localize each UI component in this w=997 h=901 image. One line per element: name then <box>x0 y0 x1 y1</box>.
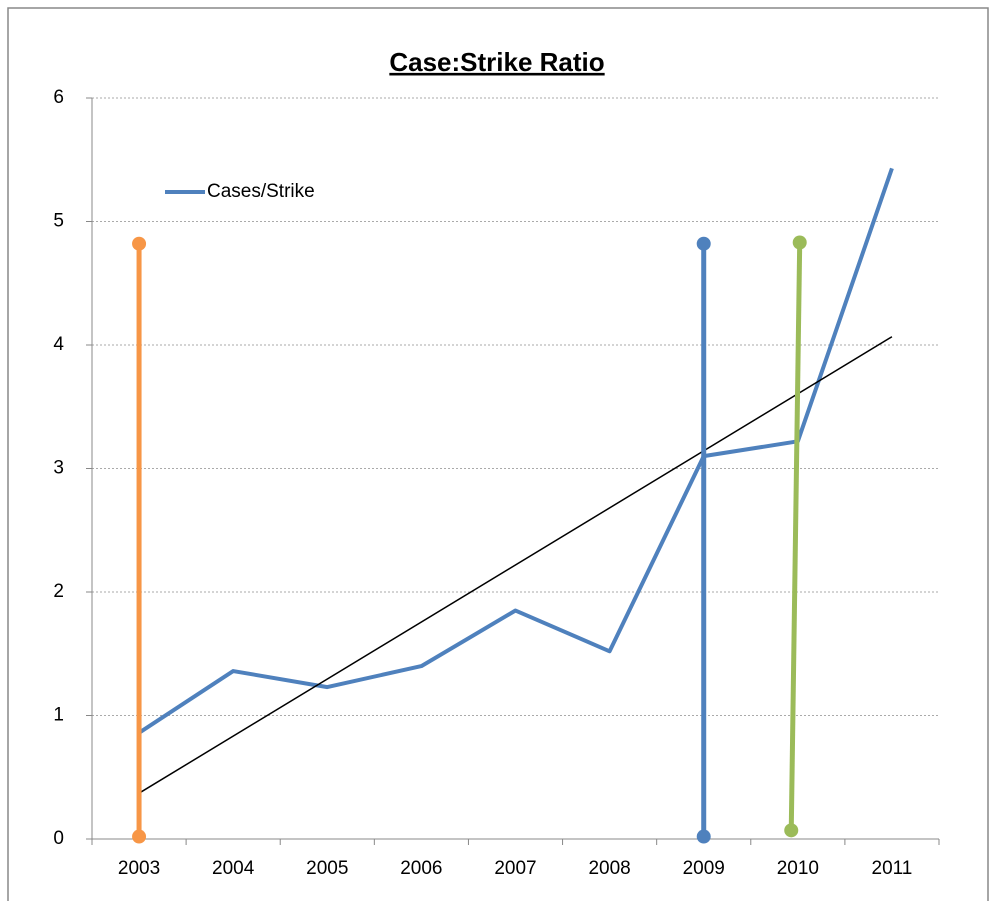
marker-point <box>784 823 799 838</box>
x-tick-label: 2005 <box>306 858 348 879</box>
trendline <box>138 336 893 794</box>
x-tick-label: 2009 <box>683 858 725 879</box>
marker-point <box>132 236 147 251</box>
x-tick-label: 2007 <box>494 858 536 879</box>
marker-point <box>132 829 147 844</box>
marker-point <box>792 235 807 250</box>
marker-line <box>788 242 803 831</box>
y-tick-label: 4 <box>53 334 64 355</box>
legend-label: Cases/Strike <box>207 181 315 202</box>
x-tick-label: 2003 <box>118 858 160 879</box>
chart-frame <box>7 7 989 901</box>
x-tick-label: 2006 <box>400 858 442 879</box>
x-tick-label: 2008 <box>588 858 630 879</box>
x-tick-label: 2011 <box>872 858 913 879</box>
y-tick-label: 5 <box>53 211 64 232</box>
y-tick-label: 2 <box>53 581 64 602</box>
x-tick-label: 2010 <box>777 858 819 879</box>
y-tick-label: 3 <box>53 458 64 479</box>
y-tick-label: 0 <box>53 828 64 849</box>
marker-point <box>696 236 711 251</box>
y-tick-label: 1 <box>53 705 64 726</box>
data-line <box>137 167 894 735</box>
marker-point <box>696 829 711 844</box>
x-tick-label: 2004 <box>212 858 255 879</box>
y-tick-label: 6 <box>53 87 64 108</box>
chart-title: Case:Strike Ratio <box>389 47 604 77</box>
